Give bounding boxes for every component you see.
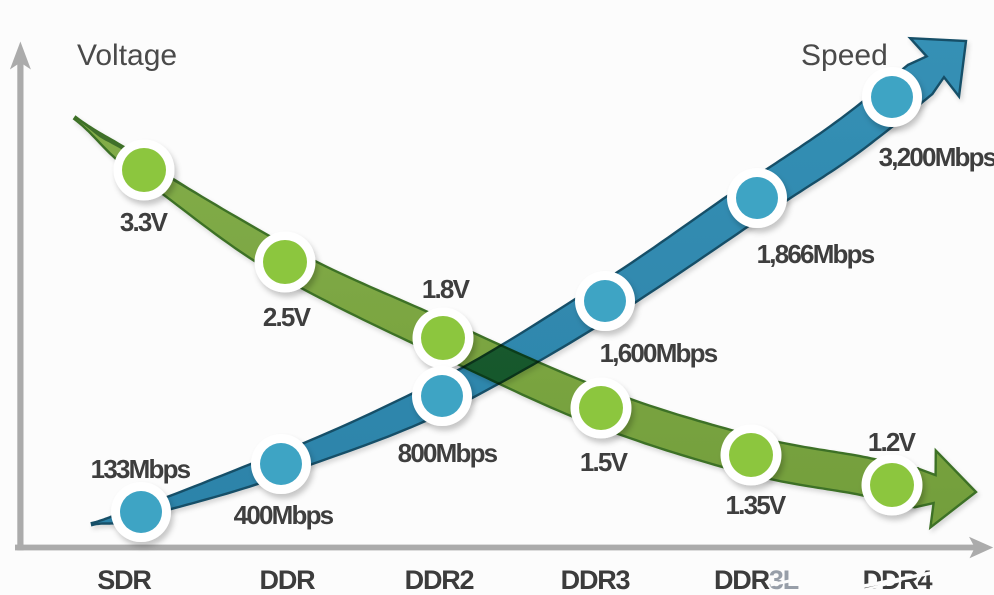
svg-text:2.5V: 2.5V bbox=[263, 302, 312, 332]
svg-text:400Mbps: 400Mbps bbox=[234, 500, 334, 530]
svg-text:Voltage: Voltage bbox=[77, 39, 177, 72]
svg-text:800Mbps: 800Mbps bbox=[398, 438, 498, 468]
svg-text:SDR: SDR bbox=[97, 565, 151, 595]
svg-text:1,600Mbps: 1,600Mbps bbox=[600, 338, 718, 368]
svg-text:3.3V: 3.3V bbox=[120, 207, 169, 237]
svg-text:1.5V: 1.5V bbox=[580, 447, 629, 477]
svg-text:DDR3L: DDR3L bbox=[714, 565, 799, 595]
svg-text:1.2V: 1.2V bbox=[868, 427, 917, 457]
svg-text:3,200Mbps: 3,200Mbps bbox=[879, 142, 994, 172]
svg-text:1,866Mbps: 1,866Mbps bbox=[757, 239, 875, 269]
svg-text:1.8V: 1.8V bbox=[422, 274, 471, 304]
svg-text:DDR3: DDR3 bbox=[561, 565, 631, 595]
svg-text:DDR: DDR bbox=[260, 565, 316, 595]
svg-text:133Mbps: 133Mbps bbox=[91, 454, 191, 484]
svg-text:1.35V: 1.35V bbox=[726, 490, 787, 520]
svg-text:Speed: Speed bbox=[801, 39, 888, 72]
svg-text:DDR2: DDR2 bbox=[405, 565, 474, 595]
